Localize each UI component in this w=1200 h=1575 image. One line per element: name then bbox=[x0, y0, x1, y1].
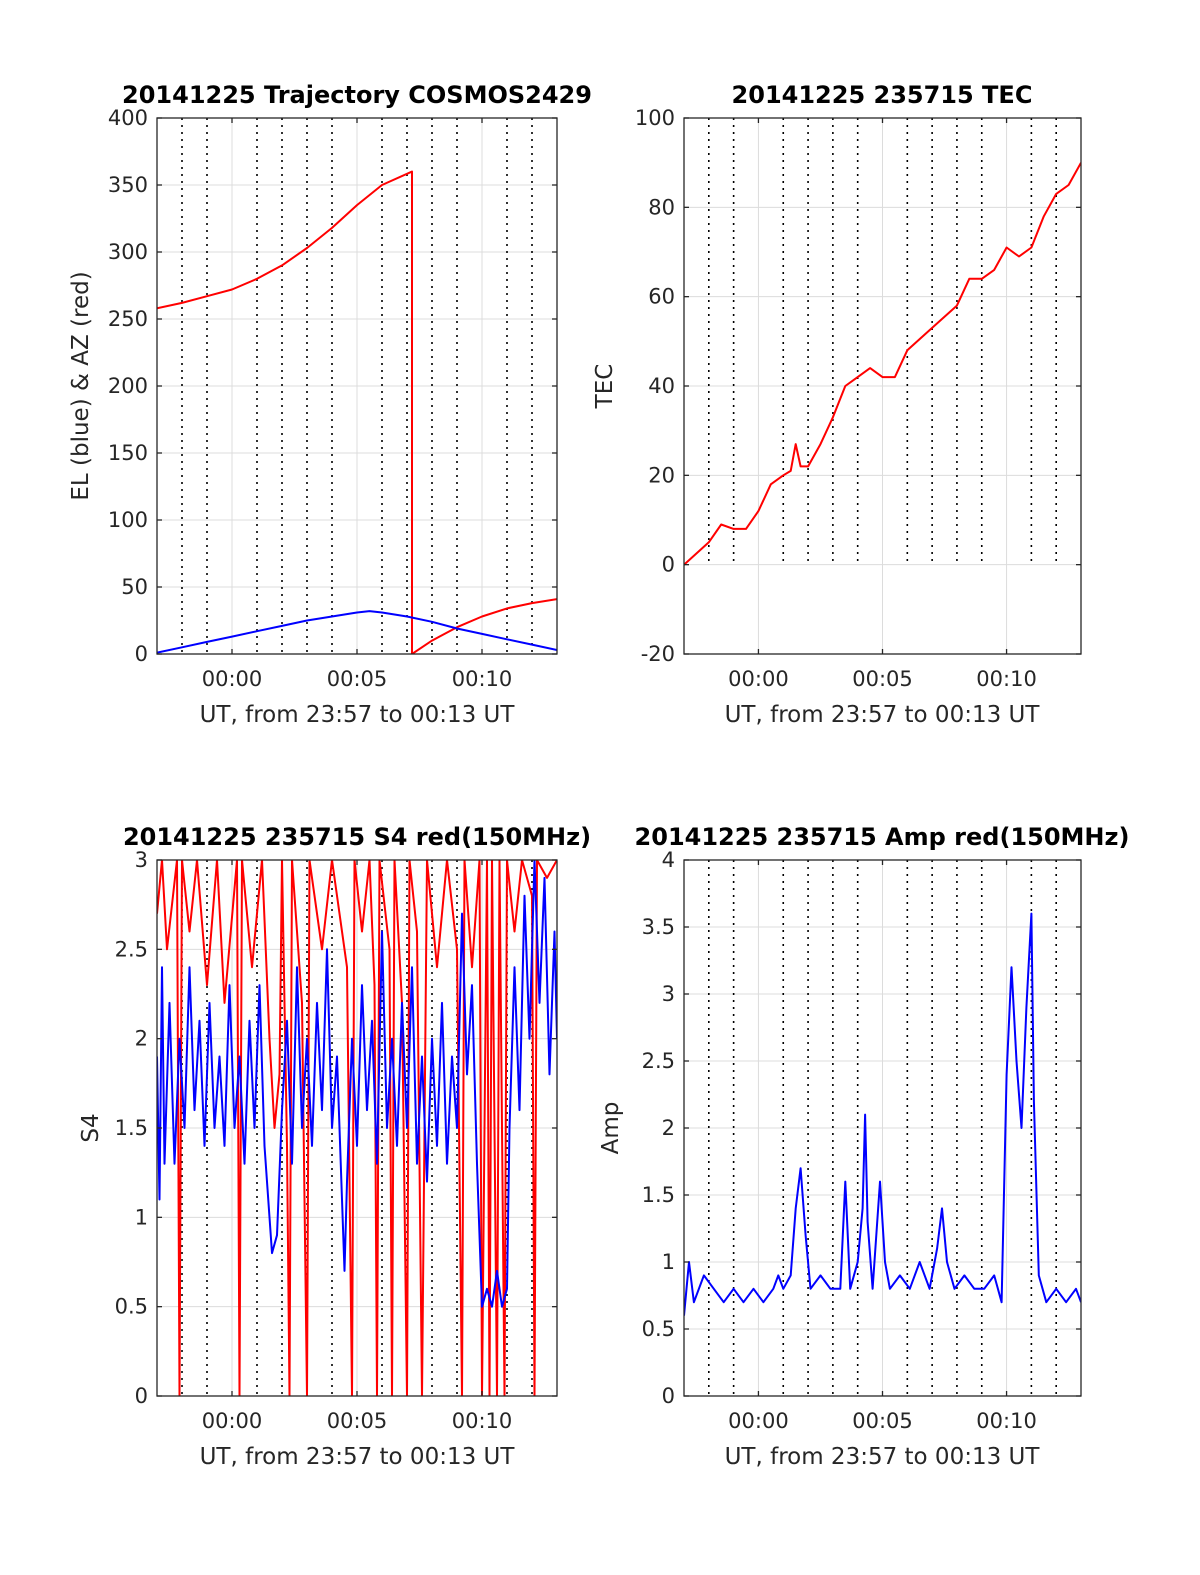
trajectory-xtick-label: 00:05 bbox=[327, 667, 388, 691]
amp-xtick-label: 00:00 bbox=[728, 1409, 789, 1433]
tec-xtick-label: 00:00 bbox=[728, 667, 789, 691]
trajectory-series-blue-line bbox=[157, 610, 557, 654]
s4-ytick-label: 0 bbox=[135, 1384, 148, 1408]
trajectory-xtick-label: 00:00 bbox=[202, 667, 263, 691]
tec-title: 20141225 235715 TEC bbox=[732, 81, 1033, 109]
trajectory-ytick-label: 300 bbox=[108, 240, 148, 264]
s4-ytick-label: 2 bbox=[135, 1027, 148, 1051]
trajectory-ytick-label: 0 bbox=[135, 642, 148, 666]
amp-series-group bbox=[684, 912, 1081, 1316]
amp-ytick-label: 3.5 bbox=[642, 915, 675, 939]
trajectory-ytick-label: 400 bbox=[108, 106, 148, 130]
amp-ytick-label: 2 bbox=[662, 1116, 675, 1140]
amp-ytick-label: 4 bbox=[662, 848, 675, 872]
amp-panel: 20141225 235715 Amp red(150MHz) UT, from… bbox=[598, 823, 1129, 1470]
s4-ytick-label: 1.5 bbox=[115, 1116, 148, 1140]
amp-ytick-label: 3 bbox=[662, 982, 675, 1006]
s4-xtick-label: 00:10 bbox=[452, 1409, 513, 1433]
s4-series-group bbox=[157, 860, 557, 1396]
trajectory-ytick-label: 350 bbox=[108, 173, 148, 197]
tec-ytick-label: 60 bbox=[648, 285, 675, 309]
s4-title: 20141225 235715 S4 red(150MHz) bbox=[123, 823, 591, 851]
s4-ytick-label: 2.5 bbox=[115, 937, 148, 961]
tec-panel: 20141225 235715 TEC UT, from 23:57 to 00… bbox=[592, 81, 1082, 728]
tec-grid bbox=[684, 118, 1081, 654]
tec-xtick-label: 00:05 bbox=[852, 667, 913, 691]
tec-series-red-line bbox=[684, 162, 1081, 566]
s4-ytick-label: 3 bbox=[135, 848, 148, 872]
trajectory-ylabel: EL (blue) & AZ (red) bbox=[68, 271, 94, 500]
tec-ytick-label: 20 bbox=[648, 463, 675, 487]
trajectory-xtick-label: 00:10 bbox=[452, 667, 513, 691]
trajectory-ytick-label: 250 bbox=[108, 307, 148, 331]
s4-series-red-line bbox=[157, 860, 557, 1396]
amp-xtick-label: 00:05 bbox=[852, 1409, 913, 1433]
tec-ytick-label: 100 bbox=[635, 106, 675, 130]
amp-ylabel: Amp bbox=[598, 1102, 624, 1155]
tec-xlabel: UT, from 23:57 to 00:13 UT bbox=[725, 702, 1041, 728]
tec-xtick-label: 00:10 bbox=[976, 667, 1037, 691]
amp-xlabel: UT, from 23:57 to 00:13 UT bbox=[725, 1444, 1041, 1470]
amp-ytick-label: 0 bbox=[662, 1384, 675, 1408]
trajectory-ytick-label: 150 bbox=[108, 441, 148, 465]
amp-ytick-label: 0.5 bbox=[642, 1317, 675, 1341]
s4-ytick-label: 1 bbox=[135, 1205, 148, 1229]
tec-ytick-label: 80 bbox=[648, 195, 675, 219]
trajectory-ytick-label: 100 bbox=[108, 508, 148, 532]
s4-ytick-label: 0.5 bbox=[115, 1295, 148, 1319]
trajectory-ytick-label: 50 bbox=[121, 575, 148, 599]
trajectory-ytick-label: 200 bbox=[108, 374, 148, 398]
trajectory-grid bbox=[157, 118, 557, 654]
trajectory-xlabel: UT, from 23:57 to 00:13 UT bbox=[200, 702, 516, 728]
s4-xlabel: UT, from 23:57 to 00:13 UT bbox=[200, 1444, 516, 1470]
tec-ytick-label: 0 bbox=[662, 553, 675, 577]
tec-ylabel: TEC bbox=[592, 364, 618, 410]
trajectory-title: 20141225 Trajectory COSMOS2429 bbox=[122, 81, 592, 109]
s4-panel: 20141225 235715 S4 red(150MHz) UT, from … bbox=[78, 823, 591, 1470]
amp-ytick-label: 1.5 bbox=[642, 1183, 675, 1207]
trajectory-series-red-line bbox=[157, 170, 557, 654]
s4-ylabel: S4 bbox=[78, 1113, 104, 1142]
trajectory-panel: 20141225 Trajectory COSMOS2429 UT, from … bbox=[68, 81, 592, 728]
tec-series-group bbox=[684, 162, 1081, 566]
s4-xtick-label: 00:00 bbox=[202, 1409, 263, 1433]
trajectory-series-group bbox=[157, 170, 557, 654]
amp-ytick-label: 2.5 bbox=[642, 1049, 675, 1073]
tec-ytick-label: 40 bbox=[648, 374, 675, 398]
amp-ytick-label: 1 bbox=[662, 1250, 675, 1274]
s4-series-blue-line bbox=[157, 860, 557, 1308]
tec-ytick-label: -20 bbox=[641, 642, 675, 666]
amp-xtick-label: 00:10 bbox=[976, 1409, 1037, 1433]
s4-xtick-label: 00:05 bbox=[327, 1409, 388, 1433]
amp-grid bbox=[684, 860, 1081, 1396]
amp-series-blue-line bbox=[684, 912, 1081, 1316]
amp-title: 20141225 235715 Amp red(150MHz) bbox=[635, 823, 1130, 851]
